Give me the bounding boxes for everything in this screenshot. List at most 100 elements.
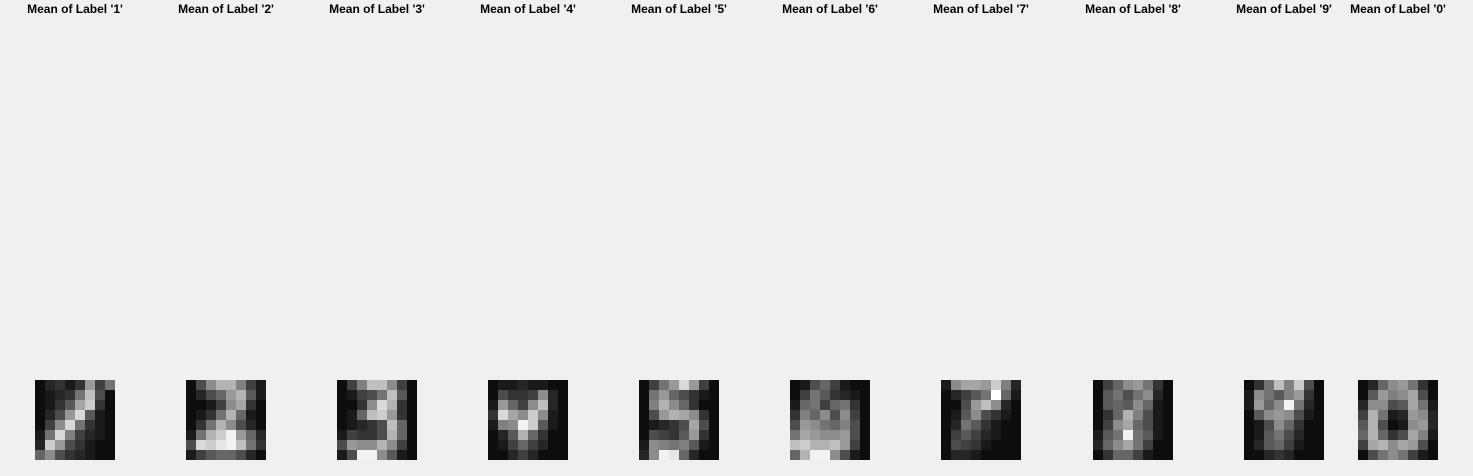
- heatmap-cell: [1284, 450, 1295, 460]
- heatmap-cell: [1304, 410, 1315, 421]
- heatmap-cell: [840, 390, 851, 401]
- heatmap-cell: [830, 410, 841, 421]
- heatmap-cell: [488, 380, 499, 391]
- heatmap-cell: [1093, 400, 1104, 411]
- heatmap-cell: [1254, 420, 1265, 431]
- heatmap-cell: [196, 450, 207, 460]
- heatmap-cell: [488, 440, 499, 451]
- heatmap-cell: [548, 440, 559, 451]
- heatmap-cell: [1428, 400, 1438, 411]
- heatmap-cell: [246, 430, 257, 441]
- heatmap-cell: [55, 430, 66, 441]
- heatmap-cell: [1113, 410, 1124, 421]
- heatmap-cell: [1284, 380, 1295, 391]
- heatmap-cell: [498, 380, 509, 391]
- heatmap-cell: [357, 380, 368, 391]
- heatmap-cell: [850, 440, 861, 451]
- heatmap-cell: [337, 430, 348, 441]
- heatmap-cell: [800, 440, 811, 451]
- heatmap-cell: [1304, 440, 1315, 451]
- heatmap-cell: [1428, 420, 1438, 431]
- heatmap-cell: [1378, 420, 1389, 431]
- heatmap-cell: [407, 420, 417, 431]
- heatmap-cell: [1388, 420, 1399, 431]
- heatmap-cell: [820, 450, 831, 460]
- heatmap-cell: [246, 410, 257, 421]
- heatmap-cell: [407, 390, 417, 401]
- heatmap-cell: [488, 400, 499, 411]
- heatmap-cell: [226, 380, 237, 391]
- heatmap-cell: [528, 410, 539, 421]
- heatmap-cell: [820, 420, 831, 431]
- heatmap-cell: [1294, 430, 1305, 441]
- heatmap-cell: [840, 410, 851, 421]
- heatmap-cell: [246, 390, 257, 401]
- heatmap-cell: [397, 450, 408, 460]
- heatmap-cell: [649, 430, 660, 441]
- heatmap-cell: [639, 450, 650, 460]
- heatmap-cell: [347, 430, 358, 441]
- heatmap-cell: [226, 390, 237, 401]
- heatmap-cell: [105, 440, 115, 451]
- heatmap-cell: [840, 450, 851, 460]
- heatmap-cell: [226, 410, 237, 421]
- heatmap-cell: [1398, 440, 1409, 451]
- heatmap-cell: [1093, 450, 1104, 460]
- heatmap-cell: [840, 380, 851, 391]
- heatmap-cell: [498, 420, 509, 431]
- heatmap-cell: [538, 420, 549, 431]
- heatmap-cell: [357, 440, 368, 451]
- heatmap-cell: [1163, 390, 1173, 401]
- heatmap-cell: [649, 380, 660, 391]
- heatmap-cell: [387, 450, 398, 460]
- heatmap-cell: [226, 400, 237, 411]
- heatmap-cell: [669, 390, 680, 401]
- heatmap-cell: [528, 450, 539, 460]
- heatmap-cell: [55, 410, 66, 421]
- heatmap-cell: [528, 400, 539, 411]
- heatmap-cell: [649, 420, 660, 431]
- heatmap-cell: [709, 440, 719, 451]
- heatmap-cell: [1113, 400, 1124, 411]
- heatmap-cell: [256, 400, 266, 411]
- heatmap-cell: [206, 390, 217, 401]
- heatmap-cell: [1001, 430, 1012, 441]
- heatmap-cell: [1153, 390, 1164, 401]
- heatmap-cell: [1143, 390, 1154, 401]
- heatmap-cell: [1418, 440, 1429, 451]
- heatmap-cell: [1103, 440, 1114, 451]
- heatmap-cell: [1103, 400, 1114, 411]
- heatmap-cell: [800, 400, 811, 411]
- heatmap-cell: [981, 450, 992, 460]
- heatmap-cell: [1093, 390, 1104, 401]
- heatmap-cell: [85, 400, 96, 411]
- heatmap-cell: [689, 450, 700, 460]
- heatmap-cell: [1284, 390, 1295, 401]
- heatmap-cell: [1143, 430, 1154, 441]
- heatmap-image: [941, 380, 1021, 460]
- heatmap-cell: [951, 440, 962, 451]
- panel-title: Mean of Label '2': [178, 2, 274, 16]
- heatmap-cell: [206, 420, 217, 431]
- heatmap-cell: [226, 450, 237, 460]
- heatmap-cell: [1294, 390, 1305, 401]
- heatmap-cell: [256, 410, 266, 421]
- heatmap-cell: [820, 390, 831, 401]
- heatmap-cell: [216, 380, 227, 391]
- heatmap-cell: [1001, 380, 1012, 391]
- heatmap-cell: [508, 410, 519, 421]
- heatmap-cell: [709, 380, 719, 391]
- heatmap-cell: [75, 450, 86, 460]
- heatmap-cell: [347, 440, 358, 451]
- heatmap-cell: [1294, 450, 1305, 460]
- heatmap-cell: [337, 410, 348, 421]
- heatmap-cell: [186, 430, 197, 441]
- heatmap-cell: [105, 420, 115, 431]
- heatmap-cell: [669, 430, 680, 441]
- heatmap-cell: [1011, 410, 1021, 421]
- heatmap-cell: [407, 410, 417, 421]
- heatmap-cell: [206, 430, 217, 441]
- heatmap-cell: [941, 430, 952, 441]
- heatmap-cell: [1133, 440, 1144, 451]
- heatmap-image: [337, 380, 417, 460]
